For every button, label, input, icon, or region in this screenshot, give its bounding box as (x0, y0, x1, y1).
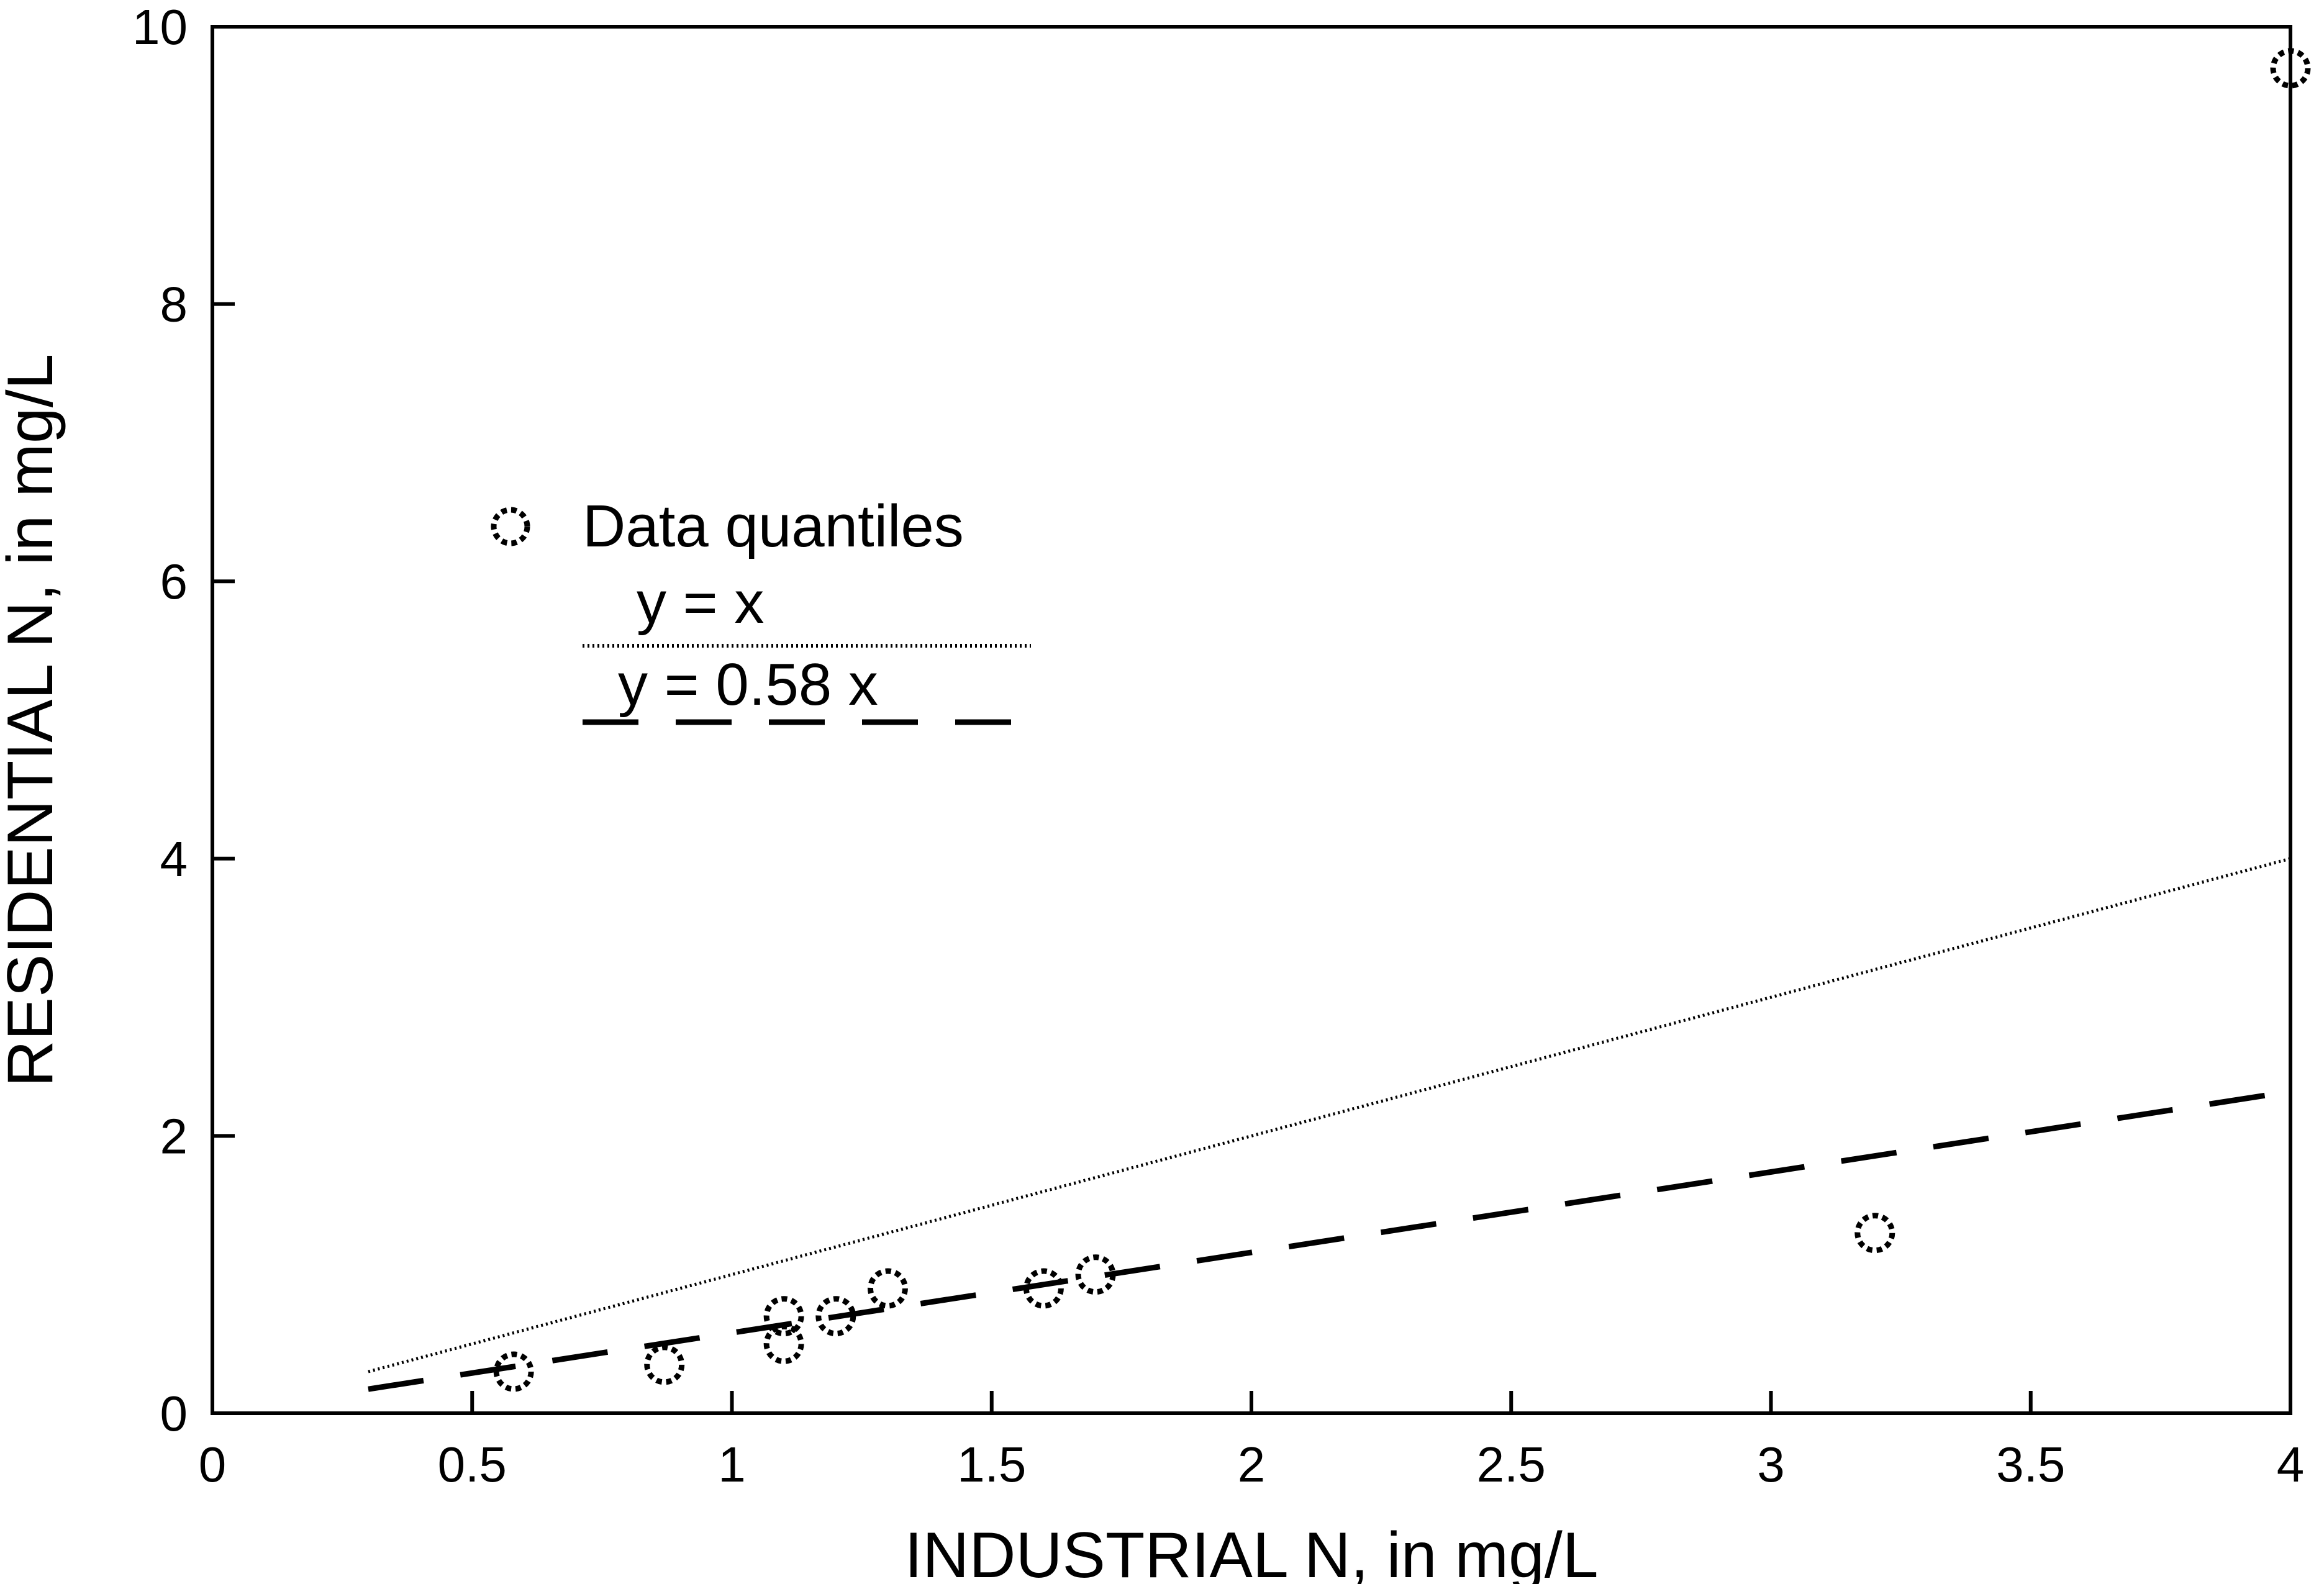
data-point (1854, 1213, 1895, 1254)
data-point (493, 1351, 534, 1392)
data-point (867, 1268, 908, 1309)
y-tick-label: 2 (160, 1108, 188, 1164)
x-tick-label: 2.5 (1477, 1437, 1546, 1492)
x-tick-label: 4 (2277, 1437, 2305, 1492)
x-tick-label: 0 (199, 1437, 227, 1492)
fit-line (368, 1088, 2291, 1392)
legend-label-identity: y = x (637, 569, 764, 636)
data-point (815, 1296, 856, 1337)
legend-label-fit: y = 0.58 x (618, 651, 878, 718)
x-tick-label: 3 (1757, 1437, 1785, 1492)
x-tick-label: 1 (718, 1437, 746, 1492)
data-point (763, 1323, 804, 1364)
reference-lines (368, 857, 2291, 1392)
legend-label-points: Data quantiles (583, 493, 964, 559)
data-point (644, 1344, 685, 1385)
y-axis-ticks: 0 2 4 6 8 10 (132, 0, 235, 1441)
legend-marker-circle (491, 507, 530, 546)
data-point (1075, 1254, 1116, 1295)
identity-line (368, 857, 2291, 1374)
x-tick-label: 0.5 (438, 1437, 507, 1492)
y-tick-label: 8 (160, 277, 188, 332)
y-tick-label: 4 (160, 831, 188, 887)
data-point (763, 1296, 804, 1337)
legend: Data quantiles y = x y = 0.58 x (491, 493, 1031, 725)
x-axis-label: INDUSTRIAL N, in mg/L (904, 1519, 1598, 1584)
y-tick-label: 10 (132, 0, 188, 55)
x-tick-label: 2 (1238, 1437, 1266, 1492)
y-axis-label: RESIDENTIAL N, in mg/L (0, 354, 66, 1087)
data-point (1023, 1268, 1064, 1309)
x-tick-label: 3.5 (1996, 1437, 2065, 1492)
x-tick-label: 1.5 (957, 1437, 1026, 1492)
x-axis-ticks: 0 0.5 1 1.5 2 2.5 3 3.5 4 (199, 1391, 2305, 1492)
y-tick-label: 6 (160, 554, 188, 609)
data-points (493, 48, 2311, 1392)
plot-frame (211, 25, 2292, 1415)
data-point (2270, 48, 2311, 89)
y-tick-label: 0 (160, 1386, 188, 1441)
